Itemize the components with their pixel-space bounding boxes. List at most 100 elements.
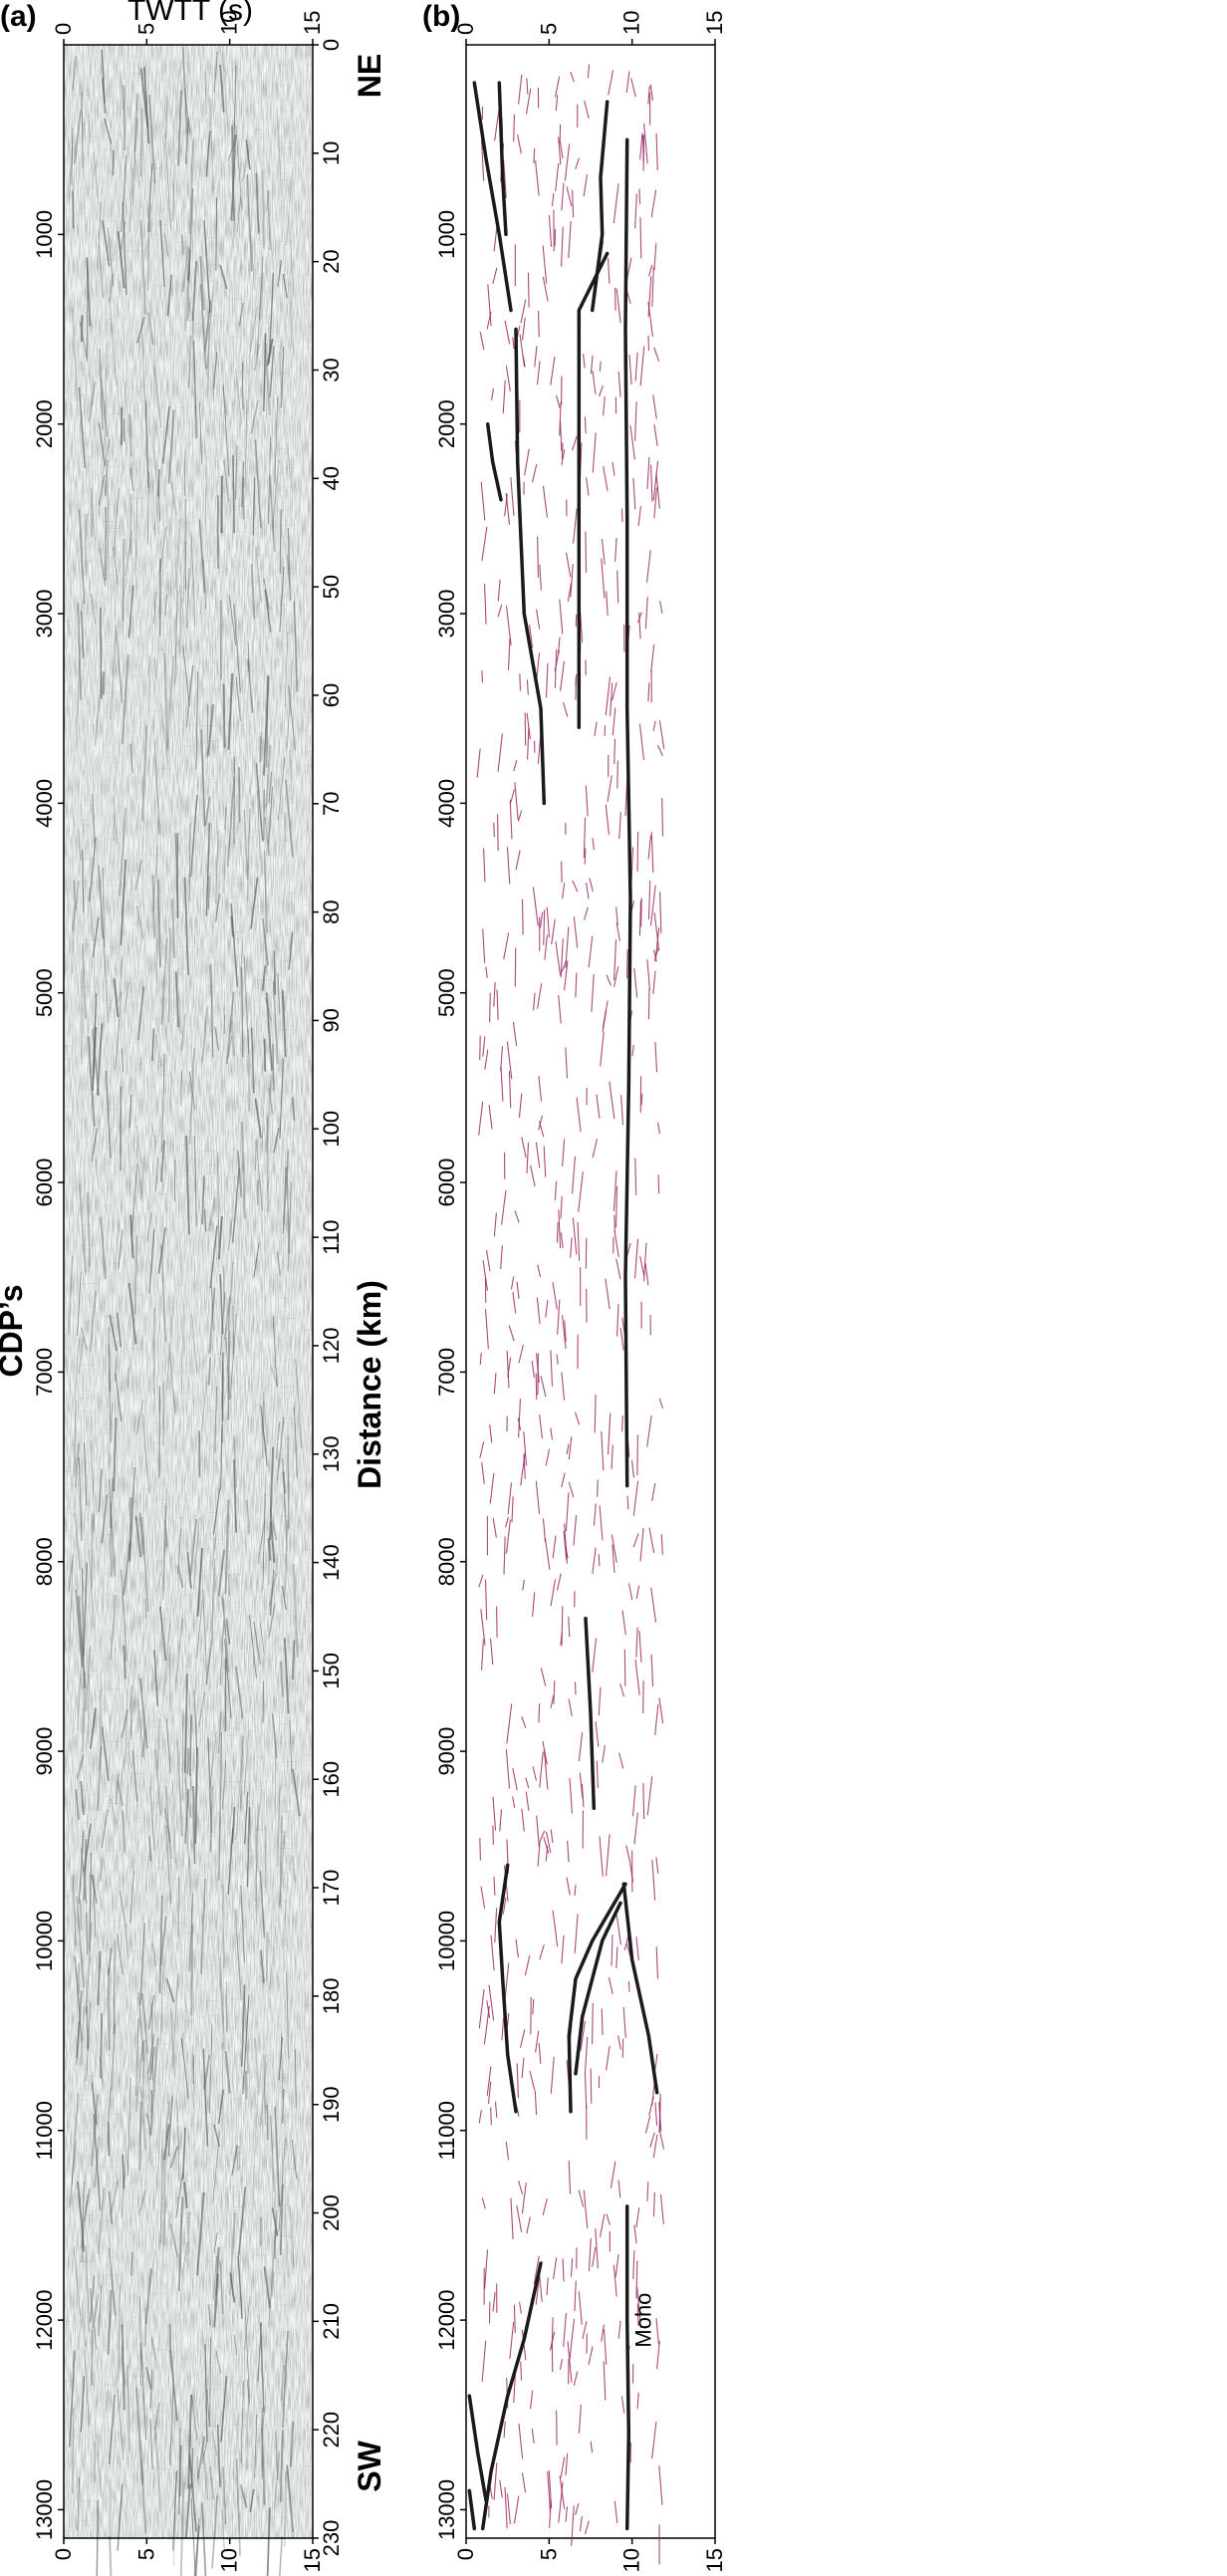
seismic-event (257, 1519, 266, 1565)
thin-reflection (513, 760, 518, 772)
seismic-event (139, 220, 147, 315)
major-reflector-mid-sw-upper (584, 1617, 597, 1810)
seismic-event (291, 1097, 296, 1122)
thin-reflection (489, 1472, 495, 1504)
seismic-event (68, 1554, 74, 1592)
seismic-event (77, 1596, 87, 1689)
seismic-event (228, 594, 237, 645)
seismic-event (166, 274, 172, 317)
thin-reflection (573, 508, 578, 544)
seismic-event (74, 1512, 82, 1570)
thin-reflection (650, 832, 654, 873)
thin-reflection (531, 463, 538, 483)
thin-reflection (553, 1680, 556, 1704)
panel-a-distance-ticks: 0 10 20 30 40 50 60 70 80 90 100 110 120 130 140 150 160… (313, 39, 344, 2556)
seismic-event (129, 1870, 135, 1924)
seismic-event (77, 2477, 80, 2531)
seismic-event (151, 874, 156, 938)
seismic-event (254, 439, 262, 528)
thin-reflection (535, 1142, 541, 1168)
seismic-event (272, 1713, 278, 1758)
thin-reflection (582, 2321, 588, 2340)
seismic-event (163, 2124, 170, 2161)
seismic-event (210, 1558, 216, 1641)
thin-reflection (573, 2371, 579, 2386)
seismic-event (287, 1434, 290, 1530)
thin-reflection (516, 1281, 520, 1299)
seismic-event (91, 1440, 96, 1533)
seismic-event (97, 201, 103, 269)
seismic-event (149, 2369, 153, 2410)
thin-reflection (617, 2320, 621, 2339)
thin-reflection (566, 1877, 571, 1896)
seismic-event (221, 1760, 227, 1810)
major-reflector-mid-bowl (567, 1882, 627, 2114)
thin-reflection (614, 2500, 618, 2523)
seismic-event (199, 401, 202, 465)
seismic-event (268, 1603, 276, 1639)
seismic-event (105, 1070, 112, 1159)
seismic-event (68, 133, 74, 204)
seismic-event (74, 1338, 80, 1402)
seismic-event (184, 1731, 187, 1831)
seismic-event (188, 822, 191, 902)
seismic-event (287, 528, 292, 601)
seismic-event (282, 2089, 285, 2124)
seismic-event (253, 344, 261, 372)
seismic-event (275, 2431, 279, 2480)
thin-reflection (638, 1631, 642, 1663)
thin-reflection (559, 599, 564, 635)
seismic-event (149, 203, 151, 233)
thin-reflection (509, 2321, 515, 2360)
thin-reflection (638, 900, 642, 936)
thin-reflection (481, 2340, 487, 2382)
seismic-event (292, 1855, 297, 1883)
cdp-tick-label: 11000 (32, 2101, 57, 2161)
thin-reflection (537, 536, 540, 578)
thin-reflection (559, 660, 565, 691)
thin-reflection (658, 2465, 663, 2505)
seismic-event (183, 877, 189, 975)
seismic-event (150, 457, 156, 531)
cdp-tick-label: 1000 (32, 210, 57, 259)
thin-reflection (652, 460, 659, 501)
seismic-event (254, 1098, 262, 1139)
seismic-event (227, 1036, 233, 1059)
thin-reflection (484, 1579, 488, 1621)
seismic-event (245, 1500, 251, 1534)
seismic-event (260, 1949, 265, 1983)
thin-reflection (640, 898, 642, 927)
thin-reflection (628, 1857, 634, 1883)
thin-reflection (644, 597, 648, 630)
thin-reflection (505, 1519, 511, 1554)
seismic-event (101, 1494, 109, 1544)
seismic-event (108, 1478, 116, 1578)
cdp-tick-label: 11000 (434, 2101, 459, 2161)
thin-reflection (605, 1278, 611, 1310)
seismic-event (162, 1623, 171, 1696)
seismic-event (99, 348, 104, 430)
seismic-event (284, 631, 289, 708)
thin-reflection (655, 132, 658, 171)
thin-reflection (526, 2216, 531, 2234)
seismic-event (134, 1791, 139, 1822)
thin-reflection (614, 738, 616, 765)
seismic-event (142, 1414, 150, 1493)
thin-reflection (566, 1443, 570, 1454)
thin-reflection (527, 726, 530, 760)
seismic-event (72, 55, 77, 91)
thin-reflection (564, 1320, 567, 1342)
seismic-event (99, 548, 107, 587)
thin-reflection (570, 71, 575, 83)
thin-reflection (506, 1703, 513, 1744)
thin-reflection (493, 1877, 496, 1896)
seismic-event (179, 1239, 182, 1275)
seismic-event (78, 509, 86, 605)
seismic-event (174, 590, 178, 684)
panel-b: 0 5 10 15 0 5 10 15 1000 2000 3000 4000 5000 6000 70… (434, 11, 727, 2573)
thin-reflection (552, 2257, 558, 2280)
seismic-event (181, 246, 190, 292)
seismic-event (110, 1502, 113, 1578)
thin-reflection (601, 2324, 606, 2342)
cdp-tick-label: 1000 (434, 210, 459, 259)
